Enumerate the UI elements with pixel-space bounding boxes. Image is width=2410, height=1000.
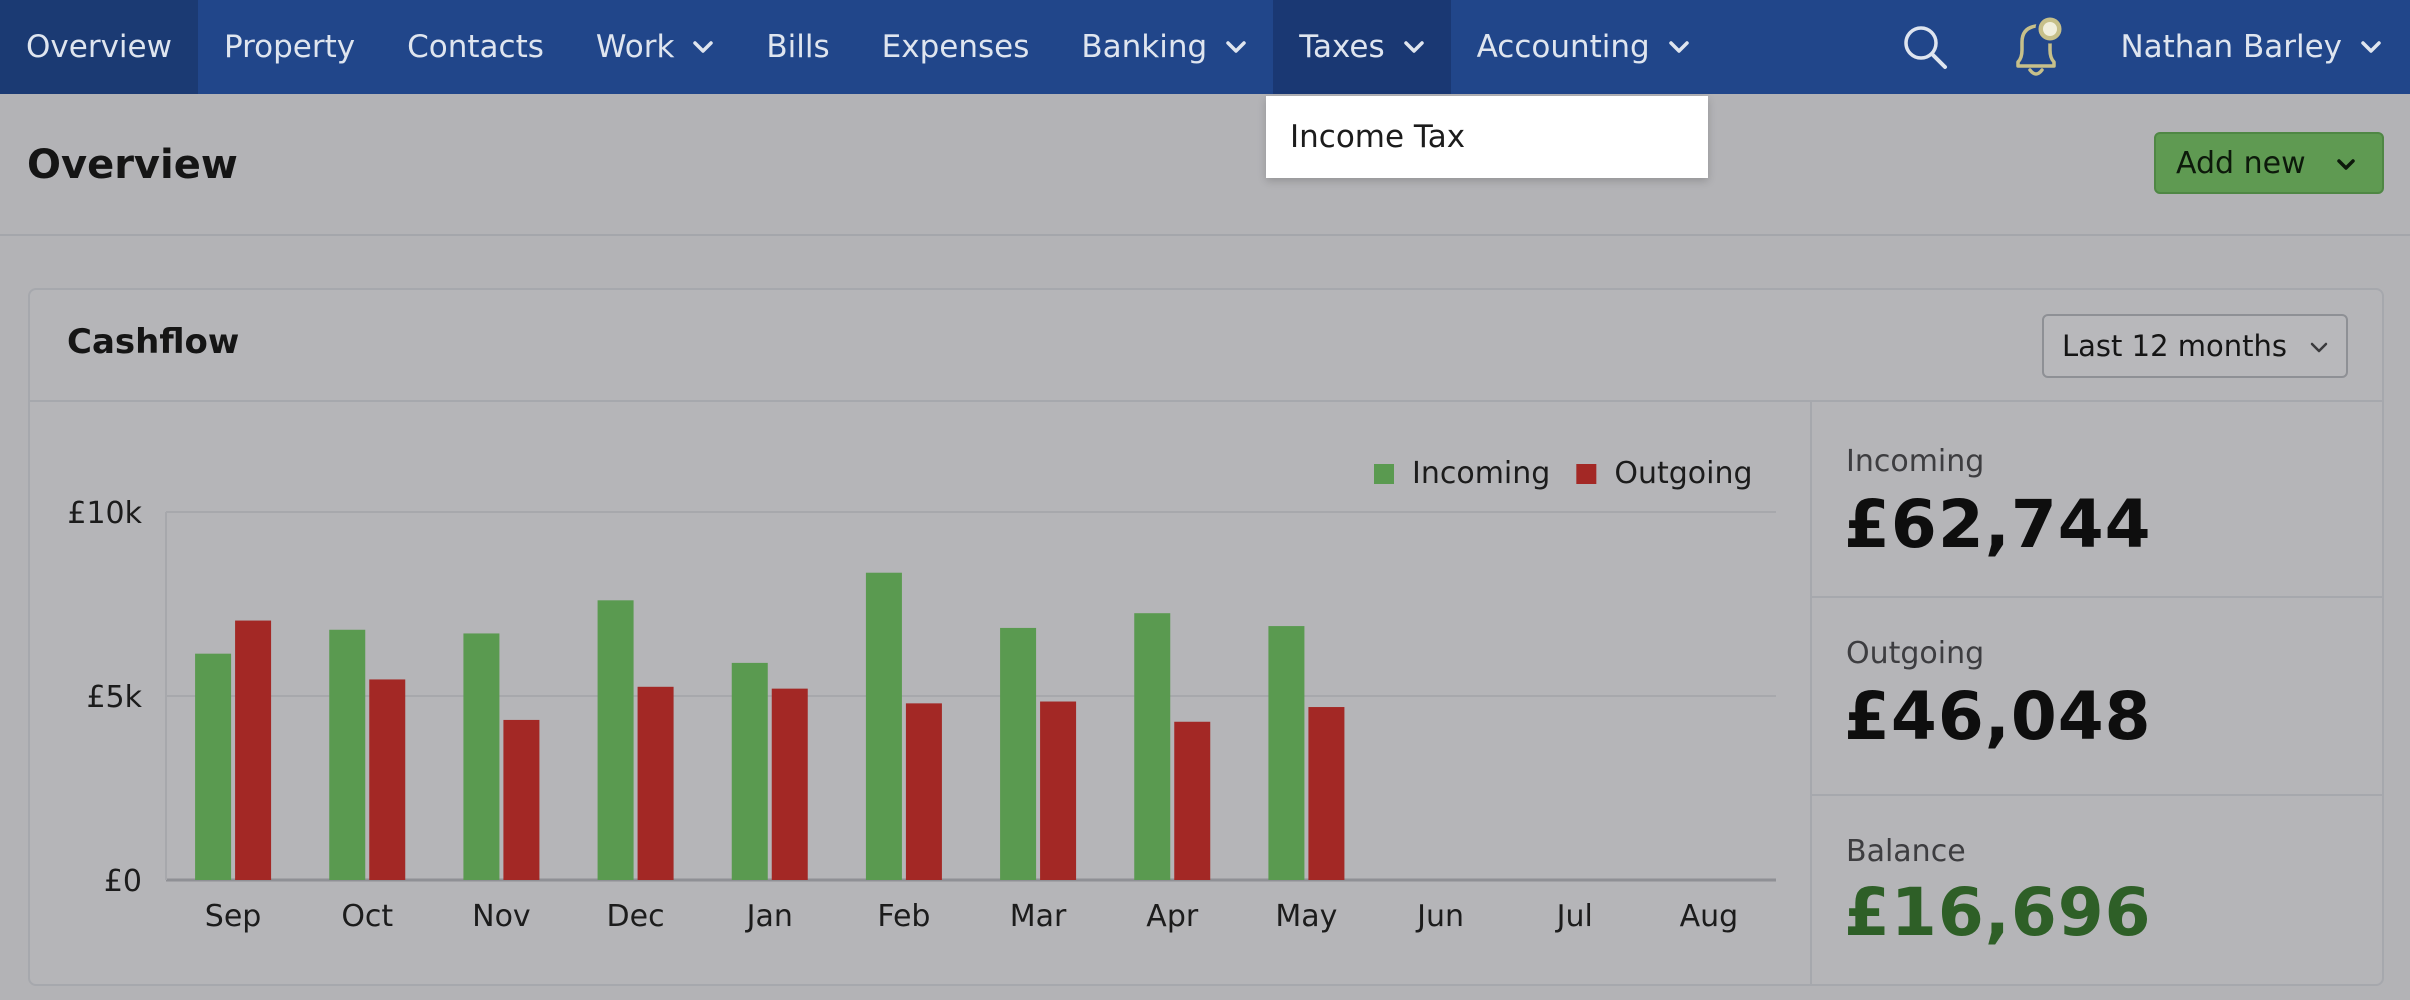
x-tick-label: Jun (1415, 899, 1464, 934)
taxes-menu-item-income-tax[interactable]: Income Tax (1266, 96, 1708, 178)
bar-incoming-dec (597, 600, 634, 880)
bar-outgoing-sep (235, 620, 272, 880)
y-tick-label: £0 (104, 864, 142, 899)
bar-incoming-sep (195, 653, 232, 880)
stat-incoming-value: £62,744 (1844, 486, 2152, 563)
stat-balance: Balance £16,696 (1812, 796, 2384, 986)
bar-incoming-oct (329, 629, 366, 880)
bar-outgoing-jan (771, 688, 808, 880)
bar-outgoing-may (1308, 707, 1345, 880)
x-tick-label: Apr (1146, 899, 1199, 934)
stat-outgoing-label: Outgoing (1846, 636, 1985, 671)
x-tick-label: Feb (877, 899, 930, 934)
bar-incoming-feb (865, 572, 902, 880)
user-name: Nathan Barley (2120, 29, 2342, 65)
nav-overview[interactable]: Overview (0, 0, 198, 94)
chevron-down-icon (1226, 41, 1246, 53)
nav-banking[interactable]: Banking (1055, 0, 1273, 94)
bar-incoming-may (1268, 626, 1305, 880)
period-select[interactable]: Last 12 months (2042, 314, 2348, 378)
stat-incoming-label: Incoming (1846, 444, 1985, 479)
cashflow-stats: Incoming £62,744 Outgoing £46,048 Balanc… (1810, 402, 2384, 986)
nav-expenses[interactable]: Expenses (856, 0, 1056, 94)
bar-incoming-nov (463, 633, 500, 880)
user-menu[interactable]: Nathan Barley (2100, 0, 2410, 94)
nav-taxes[interactable]: Taxes (1273, 0, 1451, 94)
x-tick-label: Mar (1010, 899, 1067, 934)
stat-balance-label: Balance (1846, 834, 1966, 869)
nav-bills-label: Bills (766, 29, 830, 65)
legend-swatch-outgoing (1576, 464, 1597, 484)
nav-expenses-label: Expenses (881, 29, 1030, 65)
search-button[interactable] (1872, 0, 1978, 94)
stat-outgoing: Outgoing £46,048 (1812, 598, 2384, 796)
nav-bills[interactable]: Bills (740, 0, 855, 94)
bar-incoming-mar (1000, 627, 1037, 880)
bar-incoming-apr (1134, 613, 1171, 880)
bar-incoming-jan (731, 662, 768, 880)
chevron-down-icon (693, 41, 714, 53)
chevron-down-icon (1668, 41, 1689, 53)
chevron-down-icon (2361, 41, 2381, 53)
page-title: Overview (27, 142, 238, 188)
y-tick-label: £10k (67, 496, 142, 531)
legend-label-outgoing: Outgoing (1614, 456, 1752, 491)
x-tick-label: Nov (472, 899, 531, 934)
x-tick-label: Aug (1680, 899, 1739, 934)
nav-contacts[interactable]: Contacts (381, 0, 570, 94)
legend-label-incoming: Incoming (1412, 456, 1550, 491)
nav-work-label: Work (595, 29, 675, 65)
stat-balance-value: £16,696 (1844, 874, 2152, 951)
cashflow-chart-area: £10k £5k £0 Sep Oct Nov Dec Jan Feb Mar Apr May Jun J… (30, 402, 1810, 986)
nav-accounting[interactable]: Accounting (1451, 0, 1716, 94)
nav-overview-label: Overview (26, 29, 172, 65)
bar-outgoing-oct (369, 679, 406, 880)
x-tick-label: May (1275, 899, 1337, 934)
bar-outgoing-mar (1040, 701, 1077, 880)
chevron-down-icon (2337, 159, 2355, 170)
page-header: Overview Add new (0, 94, 2410, 236)
add-new-button[interactable]: Add new (2154, 132, 2384, 194)
nav-banking-label: Banking (1081, 29, 1208, 65)
notifications-button[interactable] (1978, 0, 2100, 94)
notification-bell-icon (2016, 14, 2065, 76)
stat-incoming: Incoming £62,744 (1812, 402, 2384, 598)
x-tick-label: Jan (745, 899, 793, 934)
cashflow-card: Cashflow Last 12 months £10k £5k £0 Sep Oct N… (28, 288, 2384, 986)
cashflow-card-header: Cashflow Last 12 months (30, 290, 2382, 402)
y-tick-label: £5k (86, 680, 142, 715)
bar-outgoing-feb (905, 703, 942, 880)
legend-swatch-incoming (1374, 464, 1394, 484)
nav-work[interactable]: Work (570, 0, 741, 94)
stat-outgoing-value: £46,048 (1844, 678, 2152, 755)
add-new-label: Add new (2176, 145, 2306, 181)
nav-right-group: Nathan Barley (1872, 0, 2410, 94)
nav-property-label: Property (223, 29, 356, 65)
x-tick-label: Oct (341, 899, 393, 934)
cashflow-chart: £10k £5k £0 Sep Oct Nov Dec Jan Feb Mar Apr May Jun J… (67, 456, 1776, 934)
search-icon (1904, 26, 1948, 69)
income-tax-label: Income Tax (1290, 119, 1466, 155)
x-tick-label: Sep (205, 899, 262, 934)
chevron-down-icon (2310, 342, 2328, 353)
nav-contacts-label: Contacts (407, 29, 544, 65)
chevron-down-icon (1403, 41, 1424, 53)
cashflow-title: Cashflow (67, 322, 240, 362)
bar-outgoing-apr (1174, 721, 1211, 880)
nav-property[interactable]: Property (198, 0, 381, 94)
period-select-value: Last 12 months (2062, 329, 2287, 363)
x-tick-label: Dec (607, 899, 665, 934)
bar-outgoing-dec (637, 686, 674, 880)
x-tick-label: Jul (1555, 899, 1593, 934)
nav-accounting-label: Accounting (1476, 29, 1650, 65)
top-nav: Overview Property Contacts Work Bills Ex… (0, 0, 2410, 94)
nav-taxes-label: Taxes (1299, 29, 1385, 65)
bar-outgoing-nov (503, 719, 540, 880)
